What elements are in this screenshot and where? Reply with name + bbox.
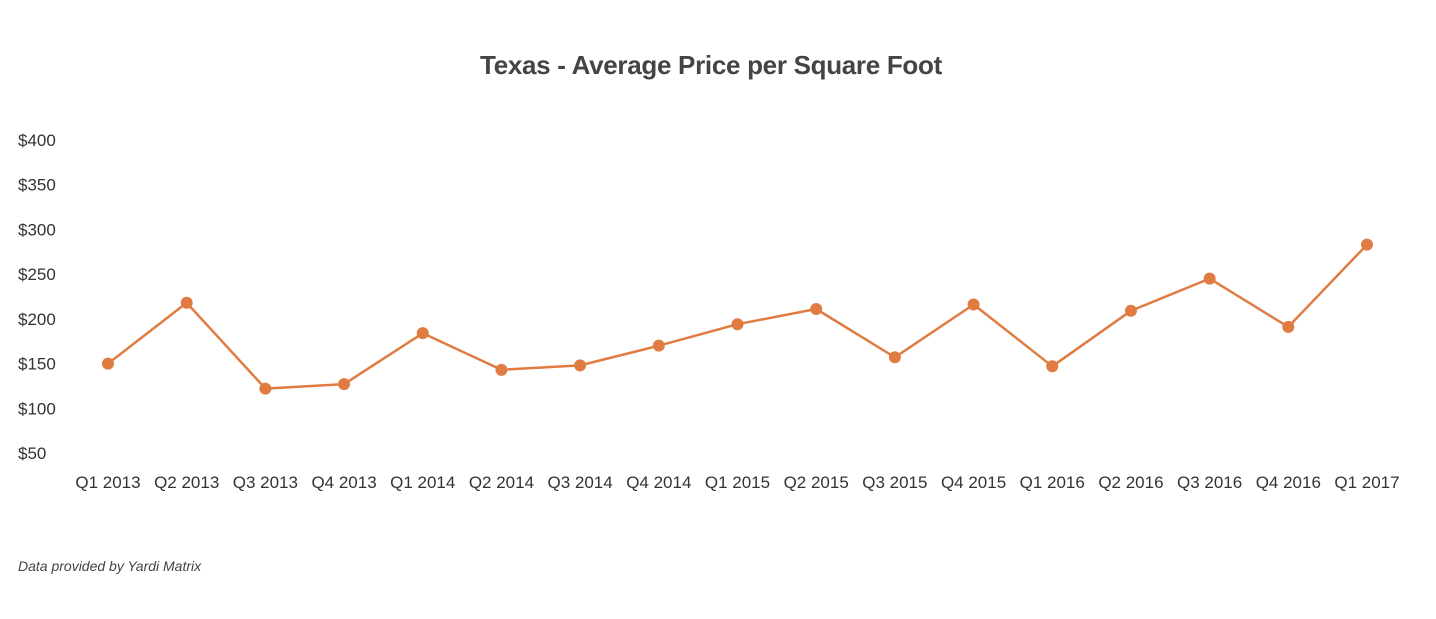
y-tick-label: $100 bbox=[18, 399, 56, 418]
x-tick-label: Q4 2016 bbox=[1256, 473, 1321, 492]
x-tick-label: Q4 2015 bbox=[941, 473, 1006, 492]
data-point[interactable]: Q1 2015: 194 bbox=[731, 318, 744, 331]
source-note: Data provided by Yardi Matrix bbox=[18, 558, 202, 574]
data-point[interactable]: Q3 2014: 148 bbox=[574, 359, 587, 372]
x-axis: Q1 2013 Q2 2013 Q3 2013 Q4 2013 Q1 2014 Q2 20… bbox=[75, 473, 1399, 492]
y-tick-label: $300 bbox=[18, 220, 56, 239]
data-point[interactable]: Q2 2013: 218 bbox=[180, 296, 193, 309]
y-tick-label: $50 bbox=[18, 444, 46, 463]
series-layer: Q1 2013: 150 Q2 2013: 218 Q3 2013: 122 Q4 2… bbox=[102, 238, 1373, 395]
x-tick-label: Q1 2017 bbox=[1334, 473, 1399, 492]
data-point[interactable]: Q4 2013: 127 bbox=[338, 378, 351, 391]
data-point[interactable]: Q1 2016: 147 bbox=[1046, 360, 1059, 373]
x-tick-label: Q3 2015 bbox=[862, 473, 927, 492]
x-tick-label: Q2 2014 bbox=[469, 473, 534, 492]
series-line bbox=[106, 243, 1369, 390]
y-tick-label: $200 bbox=[18, 310, 56, 329]
data-point[interactable]: Q3 2016: 245 bbox=[1203, 272, 1216, 285]
chart-title: Texas - Average Price per Square Foot bbox=[480, 50, 942, 80]
x-tick-label: Q2 2013 bbox=[154, 473, 219, 492]
data-point[interactable]: Q1 2014: 184 bbox=[416, 327, 429, 340]
y-tick-label: $400 bbox=[18, 131, 56, 150]
data-point[interactable]: Q2 2015: 211 bbox=[810, 303, 823, 316]
data-point[interactable]: Q3 2013: 122 bbox=[259, 382, 272, 395]
data-point[interactable]: Q1 2017: 283 bbox=[1361, 238, 1373, 251]
x-tick-label: Q2 2015 bbox=[784, 473, 849, 492]
x-tick-label: Q4 2013 bbox=[311, 473, 376, 492]
data-point[interactable]: Q4 2014: 170 bbox=[652, 339, 665, 352]
x-tick-label: Q3 2014 bbox=[548, 473, 613, 492]
data-point[interactable]: Q4 2016: 191 bbox=[1282, 320, 1295, 333]
y-tick-label: $250 bbox=[18, 265, 56, 284]
data-point[interactable]: Q3 2015: 157 bbox=[888, 351, 901, 364]
data-point[interactable]: Q4 2015: 216 bbox=[967, 298, 980, 311]
x-tick-label: Q3 2016 bbox=[1177, 473, 1242, 492]
x-tick-label: Q2 2016 bbox=[1098, 473, 1163, 492]
data-point[interactable]: Q2 2014: 143 bbox=[495, 363, 508, 376]
x-tick-label: Q1 2013 bbox=[75, 473, 140, 492]
y-tick-label: $150 bbox=[18, 355, 56, 374]
x-tick-label: Q1 2015 bbox=[705, 473, 770, 492]
x-tick-label: Q1 2014 bbox=[390, 473, 455, 492]
y-axis: $50 $100 $150 $200 $250 $300 $350 $400 bbox=[18, 131, 56, 463]
data-point[interactable]: Q1 2013: 150 bbox=[102, 357, 114, 370]
data-point[interactable]: Q2 2016: 209 bbox=[1124, 304, 1137, 317]
x-tick-label: Q3 2013 bbox=[233, 473, 298, 492]
x-tick-label: Q4 2014 bbox=[626, 473, 691, 492]
y-tick-label: $350 bbox=[18, 176, 56, 195]
x-tick-label: Q1 2016 bbox=[1020, 473, 1085, 492]
